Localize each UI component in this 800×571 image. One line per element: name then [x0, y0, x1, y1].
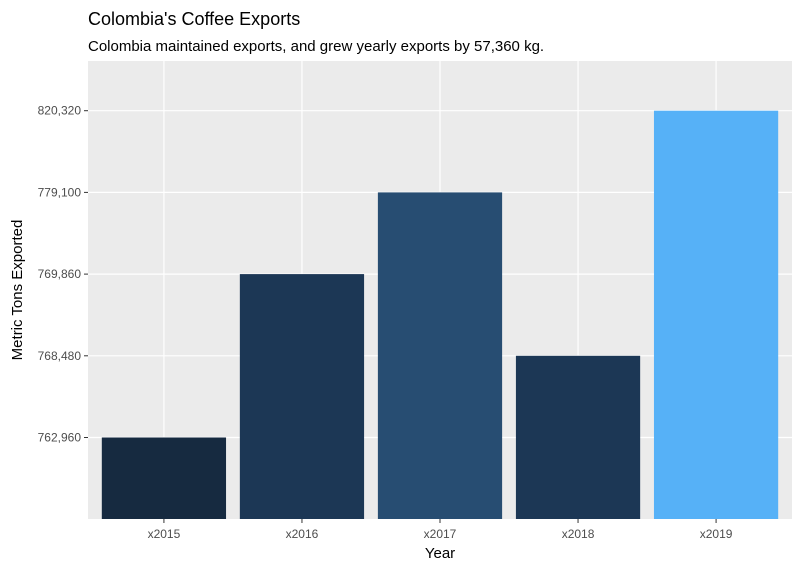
x-axis-title: Year — [425, 545, 455, 562]
y-axis-ticks: 762,960 768,480 769,860 779,100 820,320 — [38, 104, 88, 445]
x-axis-ticks: x2015 x2016 x2017 x2018 x2019 — [148, 519, 733, 541]
bar-x2019 — [653, 110, 779, 519]
bar-x2016 — [239, 274, 365, 519]
y-tick-label: 820,320 — [38, 104, 82, 118]
x-tick-label: x2017 — [424, 527, 457, 541]
y-tick-label: 762,960 — [38, 431, 82, 445]
x-tick-label: x2018 — [562, 527, 595, 541]
bar-x2017 — [377, 192, 503, 519]
x-tick-label: x2019 — [700, 527, 733, 541]
y-tick-label: 768,480 — [38, 349, 82, 363]
y-axis-title: Metric Tons Exported — [9, 220, 26, 361]
y-tick-label: 779,100 — [38, 185, 82, 199]
chart-subtitle: Colombia maintained exports, and grew ye… — [88, 38, 544, 55]
bar-x2015 — [101, 437, 227, 519]
y-tick-label: 769,860 — [38, 267, 82, 281]
bars — [101, 110, 779, 519]
bar-x2018 — [515, 355, 641, 519]
x-tick-label: x2016 — [286, 527, 319, 541]
x-tick-label: x2015 — [148, 527, 181, 541]
chart-title: Colombia's Coffee Exports — [88, 9, 300, 29]
